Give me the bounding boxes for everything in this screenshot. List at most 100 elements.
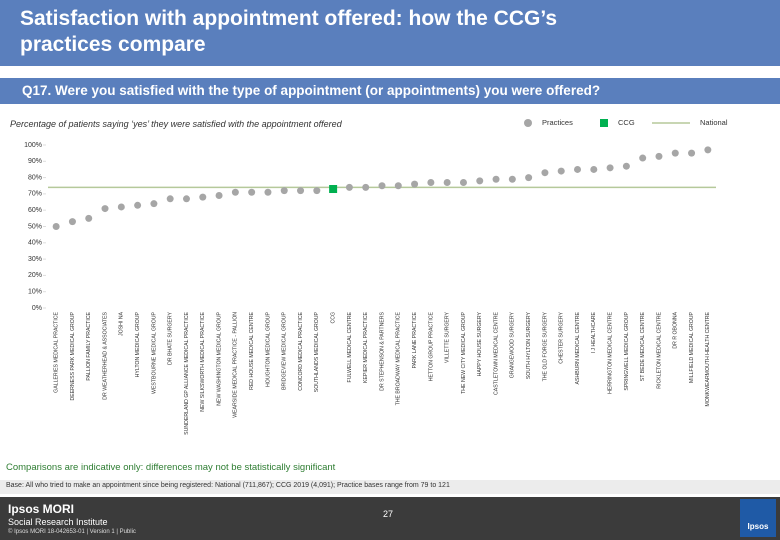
legend-label: National — [700, 118, 728, 127]
x-tick-label: NEW WASHINGTON MEDICAL GROUP — [216, 311, 222, 405]
practice-dot — [492, 175, 500, 183]
x-tick-label: WEARSIDE MEDICAL PRACTICE - PALLION — [233, 312, 239, 418]
practice-dot — [52, 223, 60, 230]
practice-dot — [117, 203, 125, 211]
title: Satisfaction with appointment offered: h… — [20, 7, 558, 56]
practice-dot — [68, 218, 76, 226]
practice-dot — [150, 200, 158, 208]
question-band: Q17. Were you satisfied with the type of… — [0, 78, 780, 104]
practice-dot — [248, 188, 256, 196]
x-tick-label: HAPPY HOUSE SURGERY — [477, 311, 483, 376]
x-tick-label: I J HEALTHCARE — [591, 311, 597, 353]
practice-dot — [199, 193, 207, 201]
x-tick-label: GRANGEWOOD SURGERY — [510, 311, 516, 378]
x-tick-label: RICKLETON MEDICAL CENTRE — [656, 311, 662, 388]
x-tick-label: JOSHI NA — [119, 311, 125, 335]
practice-dot — [574, 165, 582, 173]
practice-dot — [134, 201, 142, 209]
practice-dot — [215, 192, 223, 200]
x-tick-label: VILLETTE SURGERY — [445, 311, 451, 362]
x-tick-label: CASTLETOWN MEDICAL CENTRE — [493, 311, 499, 395]
y-tick-label: 90% — [28, 158, 42, 165]
x-tick-label: MILLFIELD MEDICAL GROUP — [689, 311, 695, 383]
x-tick-label: GALLERIES MEDICAL PRACTICE — [54, 311, 60, 392]
x-tick-label: FULWELL MEDICAL CENTRE — [347, 311, 353, 382]
x-tick-label: NEW SILKSWORTH MEDICAL PRACTICE — [200, 311, 206, 411]
x-tick-label: DR BHATE SURGERY — [168, 311, 174, 364]
x-tick-label: DEERNESS PARK MEDICAL GROUP — [70, 311, 76, 400]
base-text: Base: All who tried to make an appointme… — [6, 482, 450, 489]
x-tick-label: CHESTER SURGERY — [559, 311, 565, 363]
y-tick-label: 80% — [28, 174, 42, 181]
x-tick-label: SOUTHLANDS MEDICAL GROUP — [314, 311, 320, 392]
practice-dot — [557, 167, 565, 175]
x-tick-label: ST BEDE MEDICAL CENTRE — [640, 311, 646, 381]
x-tick-label: THE BROADWAY MEDICAL PRACTICE — [396, 311, 402, 405]
practice-dot — [264, 188, 272, 196]
legend-label: CCG — [618, 118, 635, 127]
x-tick-label: HYLTON MEDICAL GROUP — [135, 311, 141, 377]
practice-dot — [85, 214, 93, 222]
x-tick-label: KEPIER MEDICAL PRACTICE — [363, 311, 369, 383]
practice-dot — [525, 174, 533, 182]
legend-marker — [524, 119, 532, 127]
x-tick-label: PARK LANE PRACTICE — [412, 311, 418, 368]
x-tick-label: CCG — [330, 312, 336, 324]
ipsos-badge: Ipsos — [740, 499, 776, 537]
y-tick-label: 10% — [28, 289, 42, 296]
ccg-marker — [329, 185, 338, 194]
practice-dot — [688, 149, 696, 157]
x-tick-label: DR STEPHENSON & PARTNERS — [379, 311, 385, 390]
copyright: © Ipsos MORI 18-042653-01 | Version 1 | … — [8, 529, 136, 535]
practice-dot — [394, 182, 402, 190]
practice-dot — [427, 178, 435, 186]
practice-dot — [182, 195, 190, 203]
practice-dot — [101, 205, 109, 213]
base-band: Base: All who tried to make an appointme… — [0, 480, 780, 494]
x-tick-label: PALLION FAMILY PRACTICE — [86, 311, 92, 380]
x-tick-label: WESTBOURNE MEDICAL GROUP — [151, 311, 157, 393]
y-tick-label: 40% — [28, 240, 42, 247]
practice-dot — [231, 188, 239, 196]
practice-dot — [606, 164, 614, 172]
y-tick-label: 30% — [28, 256, 42, 263]
practice-dot — [459, 178, 467, 186]
practice-dot — [639, 154, 647, 162]
practice-dot — [166, 195, 174, 203]
y-tick-label: 60% — [28, 207, 42, 214]
practice-dot — [622, 162, 630, 170]
logo: Ipsos MORI — [8, 502, 75, 516]
note: Comparisons are indicative only: differe… — [6, 462, 336, 473]
x-tick-label: ASHBURN MEDICAL CENTRE — [575, 311, 581, 384]
x-tick-label: DR WEATHERHEAD & ASSOCIATES — [102, 311, 108, 399]
x-tick-label: HERRINGTON MEDICAL CENTRE — [607, 311, 613, 393]
x-tick-label: BRIDGEVIEW MEDICAL GROUP — [282, 311, 288, 389]
x-tick-label: CONCORD MEDICAL PRACTICE — [298, 311, 304, 390]
practice-dot — [297, 187, 305, 195]
page-number: 27 — [383, 509, 394, 519]
practice-dot — [345, 183, 353, 191]
x-tick-label: MONKWEARMOUTH HEALTH CENTRE — [705, 311, 711, 406]
practice-dot — [476, 177, 484, 185]
y-tick-label: 20% — [28, 272, 42, 279]
practice-dot — [362, 183, 370, 191]
practice-dot — [671, 149, 679, 157]
x-tick-label: SPRINGWELL MEDICAL GROUP — [624, 311, 630, 390]
x-tick-label: SOUTH HYLTON SURGERY — [526, 311, 532, 379]
practice-dot — [443, 178, 451, 186]
practice-dot — [313, 187, 321, 195]
x-tick-label: SUNDERLAND GP ALLIANCE MEDICAL PRACTICE — [184, 311, 190, 434]
practice-dot — [378, 182, 386, 190]
question: Q17. Were you satisfied with the type of… — [22, 83, 601, 98]
legend-label: Practices — [542, 118, 573, 127]
x-tick-label: HOUGHTON MEDICAL GROUP — [265, 311, 271, 386]
x-tick-label: RED HOUSE MEDICAL CENTRE — [249, 311, 255, 389]
practice-dot — [280, 187, 288, 195]
x-tick-label: THE NEW CITY MEDICAL GROUP — [461, 311, 467, 393]
institute: Social Research Institute — [8, 517, 108, 527]
practice-dot — [508, 175, 516, 183]
legend-marker — [600, 119, 608, 127]
practice-dot — [541, 169, 549, 177]
y-tick-label: 50% — [28, 223, 42, 230]
